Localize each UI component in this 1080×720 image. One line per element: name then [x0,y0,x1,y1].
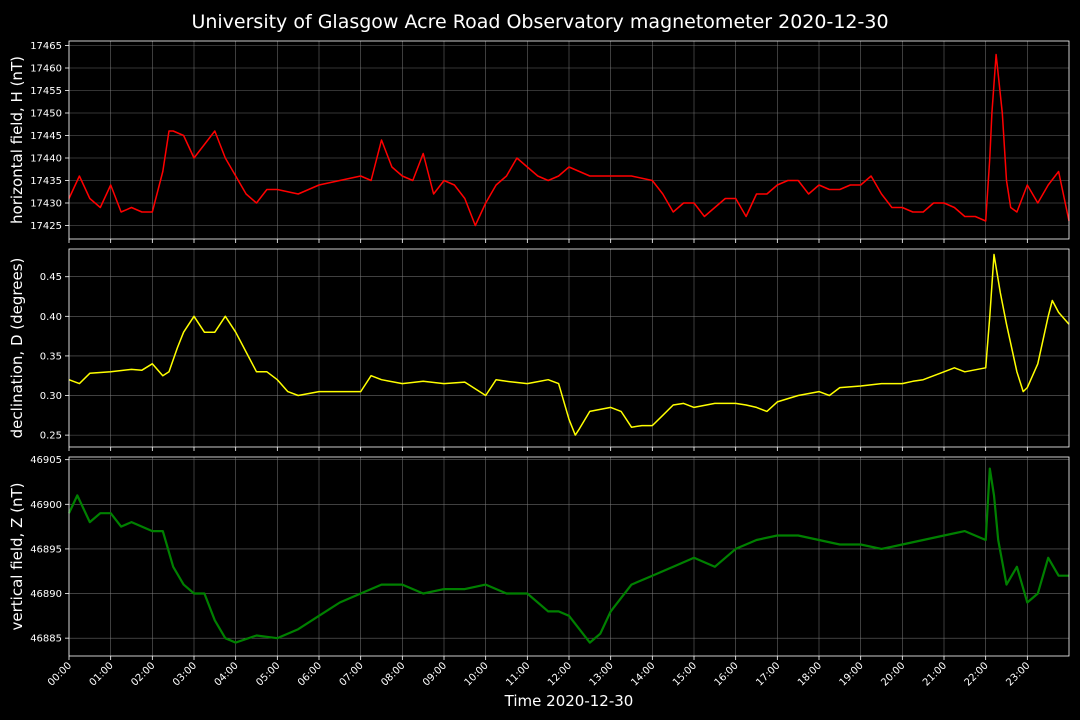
series-line-h [68,53,1070,227]
x-tick-label: 04:00 [213,660,241,688]
x-tick-label: 01:00 [88,660,116,688]
x-tick-label: 12:00 [546,660,574,688]
chart-title: University of Glasgow Acre Road Observat… [191,11,888,33]
y-tick-label: 17455 [30,86,62,97]
y-tick-label: 17450 [30,109,62,120]
panel-z: 46885 46890 46895 46900 46905 vertical field,… [8,455,1070,660]
x-tick-label: 21:00 [921,660,949,688]
x-tick-label: 15:00 [671,660,699,688]
x-tick-label: 13:00 [588,660,616,688]
x-tick-label: 23:00 [1004,660,1032,688]
x-axis-label: Time 2020-12-30 [504,692,634,710]
x-tick-label: 08:00 [379,660,407,688]
series-line-d [68,253,1070,436]
y-tick-label: 46885 [30,634,62,645]
x-tick-label: 03:00 [171,660,199,688]
x-tick-label: 10:00 [463,660,491,688]
x-tick-label: 20:00 [879,660,907,688]
y-axis-label-h: horizontal field, H (nT) [8,56,26,224]
y-tick-label: 17425 [30,221,62,232]
panel-h: 17425 17430 17435 17440 17445 17450 17455 17460… [8,40,1070,243]
x-tick-label: 05:00 [254,660,282,688]
y-axis-label-d: declination, D (degrees) [8,258,26,439]
y-tick-label: 46900 [30,500,62,511]
x-tick-label: 14:00 [629,660,657,688]
axes-frame-z [68,456,1070,657]
x-tick-label: 06:00 [296,660,324,688]
y-tick-label: 0.30 [40,391,62,402]
x-tick-label: 00:00 [46,660,74,688]
y-tick-label: 17465 [30,41,62,52]
y-tick-label: 17440 [30,154,62,165]
y-tick-label: 17445 [30,131,62,142]
x-tick-label: 17:00 [754,660,782,688]
y-tick-label: 0.40 [40,312,62,323]
series-line-z [68,467,1069,644]
axes-frame-d [68,248,1070,448]
y-tick-label: 0.45 [40,272,62,283]
y-tick-label: 46905 [30,455,62,466]
panel-d: 0.25 0.30 0.35 0.40 0.45 declination, D (degr… [8,248,1070,451]
y-tick-label: 46890 [30,589,62,600]
y-axis-label-z: vertical field, Z (nT) [8,482,26,630]
y-tick-label: 17435 [30,176,62,187]
x-tick-label: 22:00 [963,660,991,688]
x-tick-label: 09:00 [421,660,449,688]
y-tick-label: 46895 [30,544,62,555]
panels-layer: 17425 17430 17435 17440 17445 17450 17455 17460… [8,40,1070,689]
y-tick-label: 0.35 [40,351,62,362]
y-tick-label: 17460 [30,64,62,75]
x-tick-label: 19:00 [838,660,866,688]
x-tick-label: 18:00 [796,660,824,688]
x-tick-label: 02:00 [129,660,157,688]
axes-frame-h [68,40,1070,240]
y-tick-label: 17430 [30,199,62,210]
x-tick-label: 11:00 [504,660,532,688]
y-tick-label: 0.25 [40,431,62,442]
x-tick-label: 16:00 [713,660,741,688]
x-tick-label: 07:00 [338,660,366,688]
